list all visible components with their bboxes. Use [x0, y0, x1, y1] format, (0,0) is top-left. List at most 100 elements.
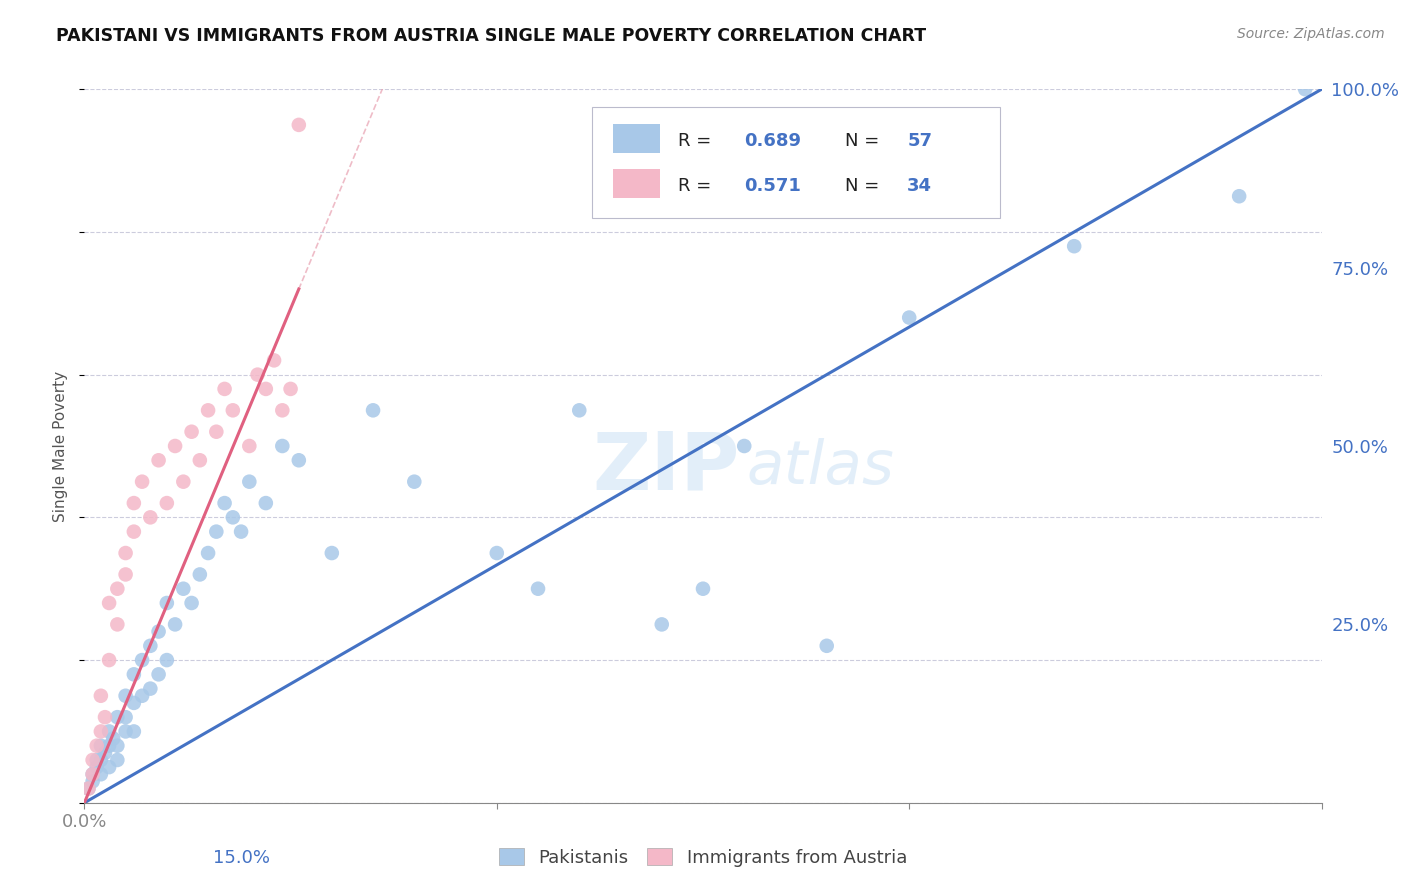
Point [114, 724, 136, 739]
Text: 15.0%: 15.0% [212, 849, 270, 867]
FancyBboxPatch shape [613, 124, 659, 153]
Point [114, 567, 136, 582]
Point [105, 617, 128, 632]
Point [733, 439, 755, 453]
Point [131, 475, 153, 489]
Point [114, 710, 136, 724]
Point [131, 689, 153, 703]
Point [98, 724, 121, 739]
Point [98, 739, 121, 753]
Text: 34: 34 [907, 177, 932, 194]
Point [222, 510, 245, 524]
Text: R =: R = [678, 132, 717, 150]
Point [122, 696, 145, 710]
Point [165, 439, 187, 453]
Point [280, 382, 302, 396]
Point [527, 582, 550, 596]
Point [188, 567, 211, 582]
Point [77, 781, 100, 796]
Point [238, 475, 260, 489]
Point [82, 753, 104, 767]
Point [139, 639, 162, 653]
Point [103, 731, 125, 746]
Point [82, 767, 104, 781]
Point [214, 496, 236, 510]
Point [404, 475, 426, 489]
Point [271, 403, 294, 417]
Point [98, 760, 121, 774]
Point [139, 510, 162, 524]
Point [114, 546, 136, 560]
Point [122, 724, 145, 739]
Text: N =: N = [845, 177, 886, 194]
Text: atlas: atlas [747, 438, 894, 497]
Point [90, 767, 112, 781]
Point [139, 681, 162, 696]
Point [229, 524, 252, 539]
Point [122, 524, 145, 539]
Point [86, 739, 108, 753]
Text: R =: R = [678, 177, 717, 194]
Point [485, 546, 508, 560]
Point [86, 760, 108, 774]
Point [288, 118, 311, 132]
Point [98, 596, 121, 610]
Point [114, 689, 136, 703]
Point [254, 382, 277, 396]
Point [197, 546, 219, 560]
Point [94, 710, 117, 724]
Point [105, 710, 128, 724]
Point [651, 617, 673, 632]
Point [82, 767, 104, 781]
Point [77, 781, 100, 796]
Text: ZIP: ZIP [593, 428, 740, 507]
Point [692, 582, 714, 596]
Point [180, 425, 202, 439]
Point [172, 475, 194, 489]
Text: 57: 57 [907, 132, 932, 150]
Point [98, 653, 121, 667]
Y-axis label: Single Male Poverty: Single Male Poverty [53, 370, 69, 522]
Point [156, 596, 179, 610]
Point [197, 403, 219, 417]
Point [214, 382, 236, 396]
Point [90, 739, 112, 753]
Point [131, 653, 153, 667]
FancyBboxPatch shape [592, 107, 1000, 218]
Point [238, 439, 260, 453]
Legend: Pakistanis, Immigrants from Austria: Pakistanis, Immigrants from Austria [492, 841, 914, 874]
Point [172, 582, 194, 596]
Text: 0.689: 0.689 [744, 132, 801, 150]
Point [148, 624, 170, 639]
FancyBboxPatch shape [613, 169, 659, 198]
Point [898, 310, 921, 325]
Point [148, 667, 170, 681]
Point [94, 746, 117, 760]
Point [122, 667, 145, 681]
Point [86, 753, 108, 767]
Text: 0.571: 0.571 [744, 177, 800, 194]
Point [288, 453, 311, 467]
Point [90, 753, 112, 767]
Point [188, 453, 211, 467]
Point [263, 353, 285, 368]
Point [148, 453, 170, 467]
Point [246, 368, 269, 382]
Point [1227, 189, 1250, 203]
Point [1294, 82, 1316, 96]
Point [156, 496, 179, 510]
Text: N =: N = [845, 132, 886, 150]
Point [361, 403, 384, 417]
Point [1063, 239, 1085, 253]
Point [321, 546, 343, 560]
Point [222, 403, 245, 417]
Point [815, 639, 838, 653]
Point [90, 689, 112, 703]
Point [105, 753, 128, 767]
Point [205, 524, 228, 539]
Point [105, 582, 128, 596]
Point [254, 496, 277, 510]
Point [180, 596, 202, 610]
Text: PAKISTANI VS IMMIGRANTS FROM AUSTRIA SINGLE MALE POVERTY CORRELATION CHART: PAKISTANI VS IMMIGRANTS FROM AUSTRIA SIN… [56, 27, 927, 45]
Point [105, 739, 128, 753]
